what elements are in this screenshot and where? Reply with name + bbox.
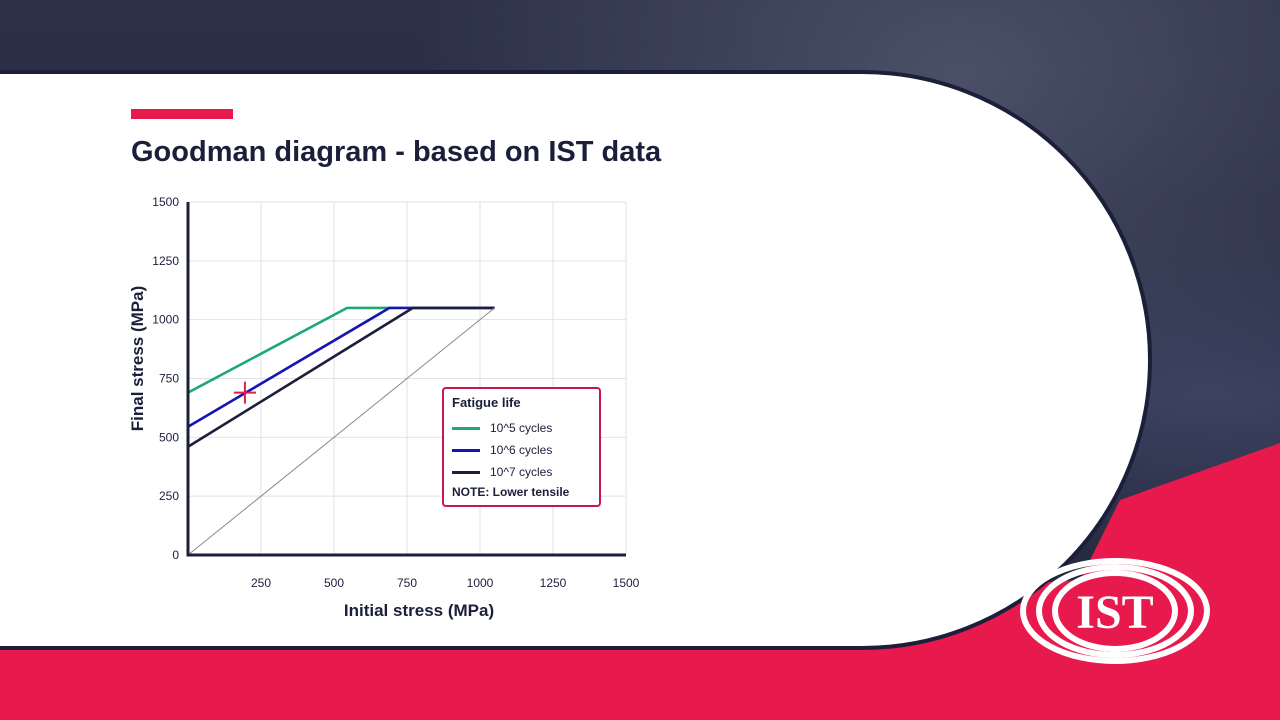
ist-logo: IST — [1020, 558, 1210, 664]
legend-swatch-navy — [452, 470, 480, 474]
y-tick-label: 1250 — [152, 254, 179, 268]
logo-rings — [1020, 558, 1210, 664]
y-tick-label: 500 — [159, 430, 179, 444]
x-tick-label: 1250 — [540, 576, 567, 590]
y-tick-label: 1500 — [152, 195, 179, 209]
legend-note: NOTE: Lower tensile — [452, 485, 570, 499]
y-axis-title: Final stress (MPa) — [128, 286, 147, 432]
legend-label: 10^6 cycles — [490, 443, 553, 457]
x-tick-label: 1500 — [613, 576, 640, 590]
legend-item-10-6: 10^6 cycles — [452, 439, 591, 461]
legend-item-10-7: 10^7 cycles — [452, 461, 591, 483]
x-tick-label: 250 — [251, 576, 271, 590]
series-line-2 — [187, 306, 495, 448]
logo-text: IST — [1076, 586, 1153, 639]
y-tick-label: 250 — [159, 489, 179, 503]
slide-title: Goodman diagram - based on IST data — [131, 136, 662, 168]
legend-swatch-green — [452, 426, 480, 430]
x-tick-label: 500 — [324, 576, 344, 590]
y-tick-label: 1000 — [152, 313, 179, 327]
x-tick-label: 1000 — [467, 576, 494, 590]
legend-label: 10^5 cycles — [490, 421, 553, 435]
y-tick-label: 0 — [172, 548, 179, 562]
legend-label: 10^7 cycles — [490, 465, 553, 479]
legend: Fatigue life 10^5 cycles 10^6 cycles 10^… — [442, 387, 601, 507]
x-tick-label: 750 — [397, 576, 417, 590]
logo-center — [1067, 577, 1163, 645]
series-line-0 — [187, 306, 390, 394]
slide-card — [0, 70, 1152, 650]
red-band-bottom — [0, 650, 1280, 720]
legend-swatch-blue — [452, 448, 480, 452]
legend-item-10-5: 10^5 cycles — [452, 417, 591, 439]
legend-title: Fatigue life — [452, 395, 521, 410]
x-axis-title: Initial stress (MPa) — [344, 601, 494, 620]
y-tick-label: 750 — [159, 372, 179, 386]
series-line-3 — [187, 307, 495, 556]
accent-bar — [131, 109, 233, 119]
